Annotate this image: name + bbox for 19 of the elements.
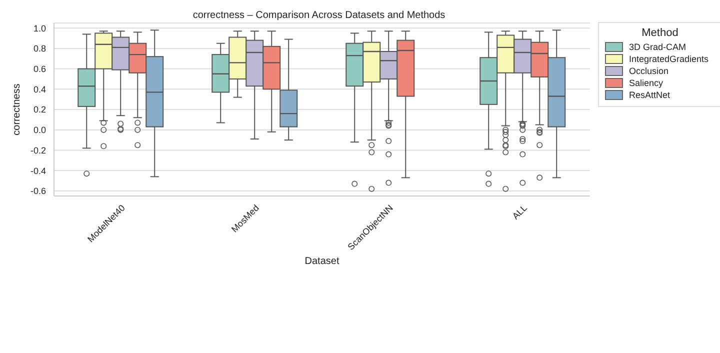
y-tick-label: 0.2 xyxy=(33,104,46,115)
x-axis-title: Dataset xyxy=(304,256,340,267)
y-tick-label: -0.6 xyxy=(30,186,46,196)
x-tick-label: ALL xyxy=(510,202,529,222)
legend-label: ResAttNet xyxy=(629,90,670,100)
legend-label: Saliency xyxy=(629,78,664,88)
legend-title: Method xyxy=(640,27,680,39)
legend-label: IntegratedGradients xyxy=(629,54,709,64)
y-axis-title: correctness xyxy=(12,84,23,136)
y-tick-label: -0.2 xyxy=(30,145,46,156)
y-tick-label: -0.4 xyxy=(30,166,46,176)
legend-label: Occlusion xyxy=(629,66,669,76)
y-tick-label: 0.0 xyxy=(33,125,46,136)
chart-title: correctness – Comparison Across Datasets and Methods xyxy=(192,10,446,21)
y-tick-label: 0.8 xyxy=(33,44,46,54)
y-tick-label: 1.0 xyxy=(33,23,46,34)
legend-label: 3D Grad-CAM xyxy=(629,42,686,52)
y-tick-label: 0.4 xyxy=(33,84,46,94)
y-tick-label: 0.6 xyxy=(33,64,46,74)
